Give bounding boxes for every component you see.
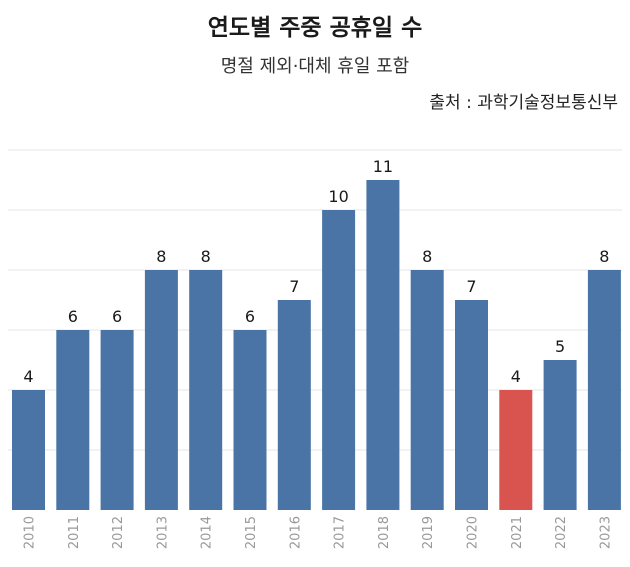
bar-2019: [410, 270, 444, 510]
x-tick-label-2014: 2014: [200, 516, 215, 549]
bar-2021: [499, 390, 533, 510]
chart-source: 출처 : 과학기술정보통신부: [429, 93, 618, 113]
bar-2018: [366, 180, 400, 510]
bar-2014: [189, 270, 223, 510]
x-tick-label-2012: 2012: [111, 516, 126, 549]
bar-2022: [543, 360, 577, 510]
x-tick-label-2019: 2019: [421, 516, 436, 549]
bar-value-label-2023: 8: [599, 247, 609, 266]
bar-2020: [455, 300, 488, 510]
bar-value-label-2014: 8: [201, 247, 211, 266]
bar-2017: [322, 210, 356, 510]
bar-value-label-2010: 4: [23, 367, 33, 386]
x-tick-label-2011: 2011: [67, 516, 82, 549]
bar-value-label-2013: 8: [156, 247, 166, 266]
bar-value-label-2017: 10: [328, 187, 348, 206]
bar-value-label-2016: 7: [289, 277, 299, 296]
bar-2012: [100, 330, 134, 510]
bar-value-label-2012: 6: [112, 307, 122, 326]
x-tick-label-2017: 2017: [333, 516, 348, 549]
x-tick-label-2018: 2018: [377, 516, 392, 549]
x-tick-label-2022: 2022: [554, 516, 569, 549]
x-tick-label-2013: 2013: [155, 516, 170, 549]
chart-subtitle: 명절 제외·대체 휴일 포함: [220, 56, 410, 77]
bar-value-label-2020: 7: [466, 277, 476, 296]
bar-2010: [12, 390, 45, 510]
x-tick-label-2010: 2010: [23, 516, 38, 549]
bar-2011: [56, 330, 90, 510]
bar-value-label-2022: 5: [555, 337, 565, 356]
x-tick-label-2020: 2020: [466, 516, 481, 549]
chart-title: 연도별 주중 공휴일 수: [207, 15, 423, 41]
bar-2016: [277, 300, 311, 510]
bar-value-label-2019: 8: [422, 247, 432, 266]
bar-2023: [587, 270, 621, 510]
x-tick-label-2021: 2021: [510, 516, 525, 549]
bar-2015: [233, 330, 267, 510]
x-tick-label-2015: 2015: [244, 516, 259, 549]
bar-value-label-2015: 6: [245, 307, 255, 326]
x-tick-label-2023: 2023: [598, 516, 613, 549]
bar-value-label-2018: 11: [373, 157, 393, 176]
bar-2013: [144, 270, 178, 510]
bar-value-label-2021: 4: [511, 367, 521, 386]
x-tick-label-2016: 2016: [288, 516, 303, 549]
bar-value-label-2011: 6: [68, 307, 78, 326]
